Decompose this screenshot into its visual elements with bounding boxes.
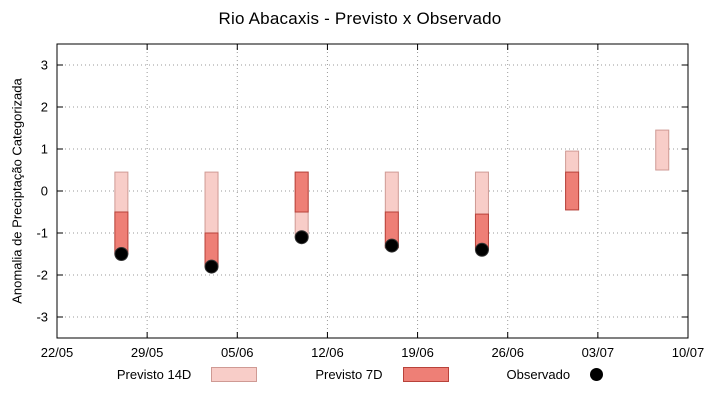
svg-text:-2: -2 [36,268,48,283]
svg-text:0: 0 [41,184,48,199]
legend: Previsto 14D Previsto 7D Observado [0,367,720,382]
legend-item-observado: Observado [507,367,604,382]
axes: -3 -2 -1 0 1 2 3 22/05 29/05 05/06 12/06 19/06 26/06… [36,43,705,360]
observado-points [114,230,489,274]
svg-text:-3: -3 [36,310,48,325]
legend-label-previsto-7d: Previsto 7D [315,367,383,382]
legend-dot-observado [590,368,604,381]
legend-label-previsto-14d: Previsto 14D [116,367,192,382]
svg-text:1: 1 [41,142,48,157]
svg-text:2: 2 [41,100,48,115]
svg-text:29/05: 29/05 [131,345,164,360]
svg-text:22/05: 22/05 [41,345,74,360]
svg-text:19/06: 19/06 [401,345,434,360]
svg-text:12/06: 12/06 [311,345,344,360]
svg-text:26/06: 26/06 [491,345,524,360]
legend-item-previsto-14d: Previsto 14D [116,367,258,382]
legend-swatch-previsto-14d [211,367,258,382]
chart-title: Rio Abacaxis - Previsto x Observado [218,9,502,28]
legend-item-previsto-7d: Previsto 7D [315,367,449,382]
svg-text:05/06: 05/06 [221,345,254,360]
svg-text:3: 3 [41,58,48,73]
svg-text:10/07: 10/07 [672,345,705,360]
legend-swatch-previsto-7d [402,367,449,382]
svg-text:03/07: 03/07 [582,345,615,360]
legend-label-observado: Observado [506,367,571,382]
bars-previsto-7d [114,171,580,268]
gridlines [56,44,689,338]
svg-text:-1: -1 [36,226,48,241]
